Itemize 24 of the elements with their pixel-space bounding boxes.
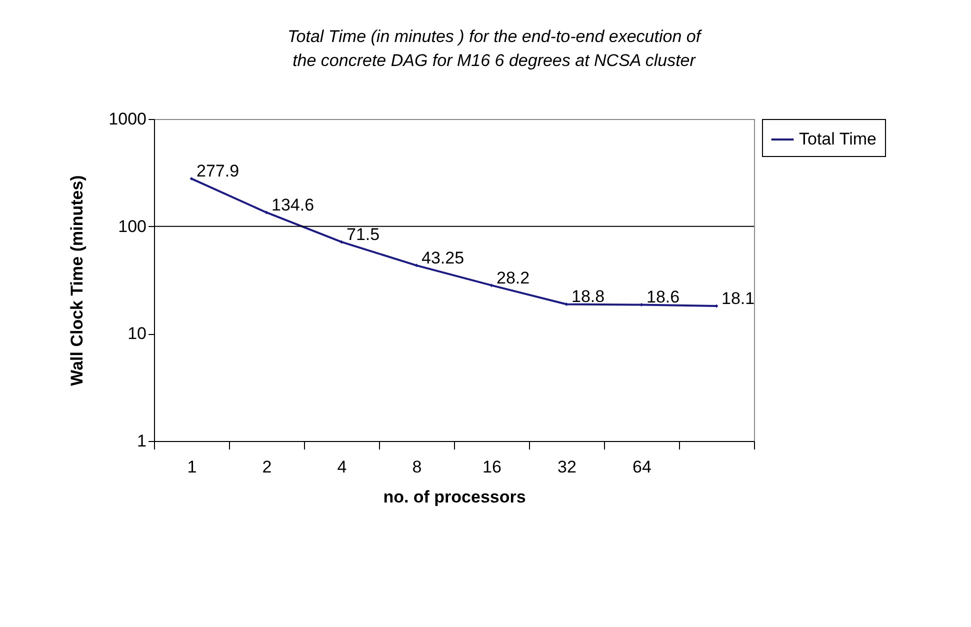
- x-tick-label: 8: [412, 458, 422, 476]
- x-tick-label: 32: [558, 458, 576, 476]
- text: Total Time (in minutes ) for the end-to-end execution of: [287, 27, 701, 46]
- x-axis-title: no. of processors: [383, 488, 526, 506]
- data-label: 134.6: [272, 195, 314, 214]
- x-tick-label: 64: [632, 458, 652, 476]
- data-label: 18.1: [722, 289, 755, 308]
- x-tick-label: 16: [482, 458, 502, 476]
- data-label: 18.8: [572, 287, 605, 306]
- data-label: 277.9: [196, 162, 240, 181]
- data-label: 43.25: [422, 248, 464, 268]
- data-label: 28.2: [496, 268, 530, 288]
- legend-label: Total Time: [799, 130, 876, 148]
- y-tick-label: 1000: [108, 110, 146, 128]
- y-tick-label: 100: [118, 216, 146, 236]
- y-tick-label: 1: [137, 432, 146, 450]
- x-tick-label: 4: [337, 458, 347, 476]
- x-tick-label: 2: [262, 458, 272, 476]
- text: the concrete DAG for M16 6 degrees at NCSA cluster: [292, 51, 696, 70]
- data-label: 18.6: [646, 288, 680, 307]
- y-tick-label: 10: [128, 324, 146, 344]
- x-tick-label: 1: [187, 458, 197, 476]
- data-label: 71.5: [346, 224, 380, 244]
- y-axis-title: Wall Clock Time (minutes): [68, 175, 87, 386]
